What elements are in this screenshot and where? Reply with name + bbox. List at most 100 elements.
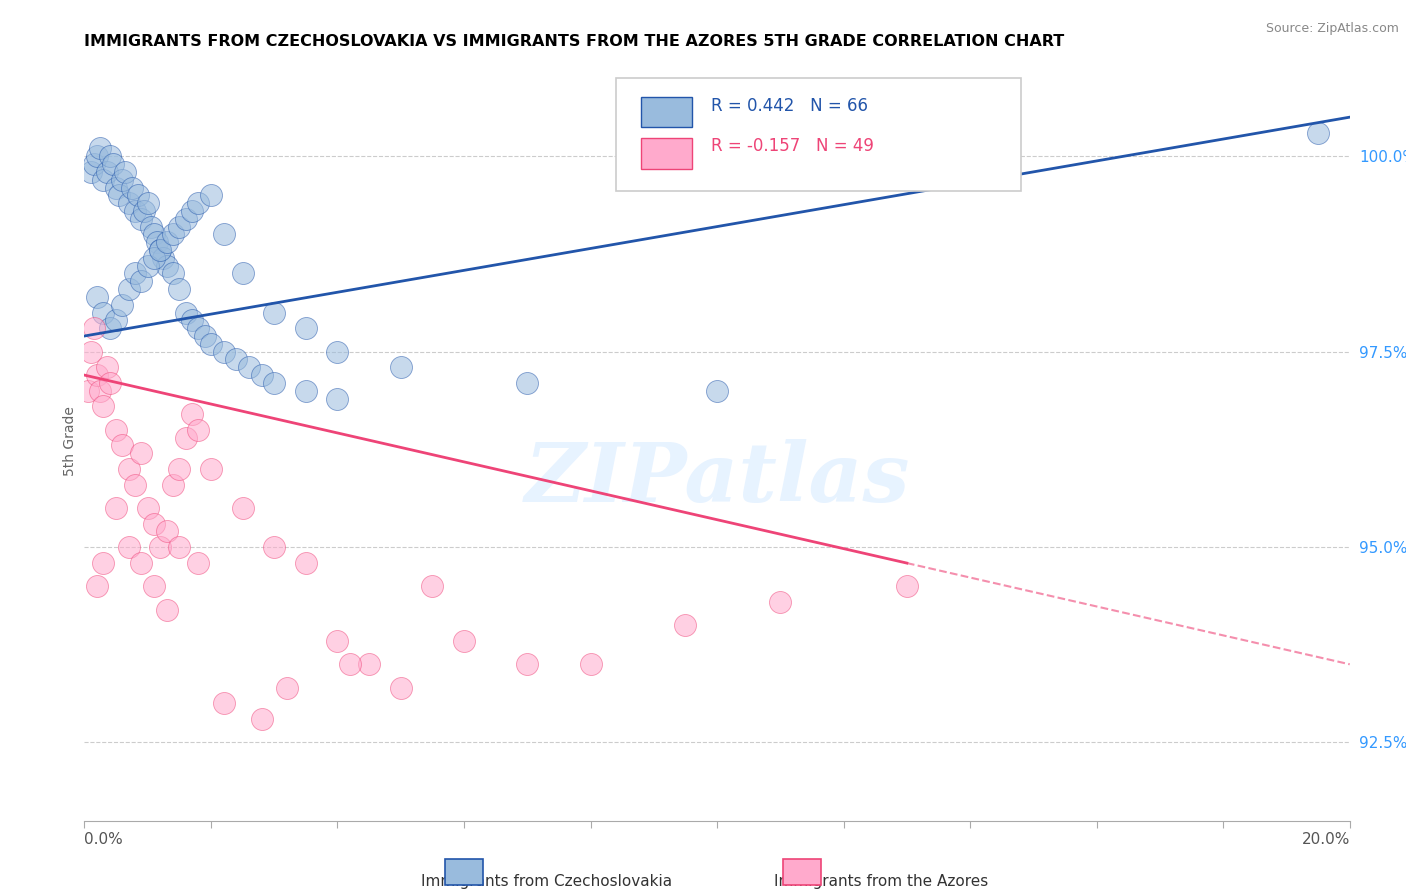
Point xyxy=(359,657,381,672)
Point xyxy=(180,313,204,327)
Point xyxy=(187,556,209,570)
Point xyxy=(326,344,349,359)
Point xyxy=(143,227,166,242)
Point xyxy=(231,267,254,281)
Point xyxy=(98,321,121,335)
Point xyxy=(1308,126,1330,140)
Point xyxy=(276,681,298,695)
Point xyxy=(86,149,108,163)
Text: R = 0.442   N = 66: R = 0.442 N = 66 xyxy=(711,96,868,114)
Point xyxy=(129,211,153,226)
Point xyxy=(134,203,156,218)
Point xyxy=(124,203,146,218)
Point xyxy=(105,180,127,194)
Point xyxy=(169,282,191,296)
Point xyxy=(79,165,103,179)
Point xyxy=(675,618,697,632)
Point xyxy=(89,384,111,398)
Point xyxy=(169,462,191,476)
Text: Immigrants from Czechoslovakia: Immigrants from Czechoslovakia xyxy=(420,874,672,888)
Point xyxy=(124,267,146,281)
Point xyxy=(187,321,209,335)
Point xyxy=(143,516,166,531)
Text: Immigrants from the Azores: Immigrants from the Azores xyxy=(775,874,988,888)
Point xyxy=(129,446,153,460)
Point xyxy=(129,274,153,288)
Point xyxy=(263,540,285,554)
Point xyxy=(76,384,98,398)
Point xyxy=(326,633,349,648)
Point xyxy=(129,556,153,570)
Point xyxy=(139,219,162,234)
Point xyxy=(200,336,222,351)
Point xyxy=(212,227,235,242)
Point xyxy=(162,227,184,242)
Point xyxy=(295,556,318,570)
Point xyxy=(152,251,174,265)
Point xyxy=(326,392,349,406)
Text: 0.0%: 0.0% xyxy=(84,832,124,847)
Point xyxy=(212,697,235,711)
Point xyxy=(83,157,105,171)
Point xyxy=(93,400,115,414)
Point xyxy=(127,188,149,202)
Point xyxy=(180,203,204,218)
Point xyxy=(143,251,166,265)
Point xyxy=(98,376,121,390)
Point xyxy=(124,477,146,491)
FancyBboxPatch shape xyxy=(641,138,692,169)
Point xyxy=(339,657,361,672)
Point xyxy=(86,290,108,304)
Point xyxy=(114,165,136,179)
Point xyxy=(111,172,134,186)
Point xyxy=(180,407,204,421)
Point xyxy=(162,267,184,281)
Point xyxy=(896,579,918,593)
Text: IMMIGRANTS FROM CZECHOSLOVAKIA VS IMMIGRANTS FROM THE AZORES 5TH GRADE CORRELATI: IMMIGRANTS FROM CZECHOSLOVAKIA VS IMMIGR… xyxy=(84,34,1064,49)
Point xyxy=(212,344,235,359)
Point xyxy=(108,188,131,202)
Point xyxy=(238,360,260,375)
Point xyxy=(706,384,728,398)
Point xyxy=(149,243,172,257)
Point xyxy=(174,431,197,445)
Point xyxy=(111,438,134,452)
Point xyxy=(200,188,222,202)
Point xyxy=(136,196,159,211)
Point xyxy=(295,321,318,335)
Point xyxy=(118,196,141,211)
Point xyxy=(174,211,197,226)
Point xyxy=(295,384,318,398)
Point xyxy=(389,681,412,695)
Point xyxy=(93,305,115,319)
Point xyxy=(89,141,111,155)
Point xyxy=(105,313,127,327)
Point xyxy=(162,477,184,491)
Point xyxy=(118,282,141,296)
Point xyxy=(156,235,179,250)
Point xyxy=(96,360,118,375)
Point xyxy=(149,540,172,554)
Point xyxy=(156,602,179,616)
Text: R = -0.157   N = 49: R = -0.157 N = 49 xyxy=(711,136,873,154)
Point xyxy=(389,360,412,375)
Point xyxy=(156,259,179,273)
Point xyxy=(118,540,141,554)
Point xyxy=(516,657,538,672)
Point xyxy=(174,305,197,319)
Point xyxy=(422,579,444,593)
Point xyxy=(86,579,108,593)
Point xyxy=(83,321,105,335)
Point xyxy=(105,423,127,437)
Point xyxy=(225,352,247,367)
Point xyxy=(96,165,118,179)
Point xyxy=(86,368,108,383)
Point xyxy=(579,657,602,672)
Y-axis label: 5th Grade: 5th Grade xyxy=(63,407,77,476)
FancyBboxPatch shape xyxy=(641,96,692,127)
Point xyxy=(187,196,209,211)
Point xyxy=(118,462,141,476)
Point xyxy=(453,633,475,648)
Point xyxy=(136,500,159,515)
Point xyxy=(136,259,159,273)
